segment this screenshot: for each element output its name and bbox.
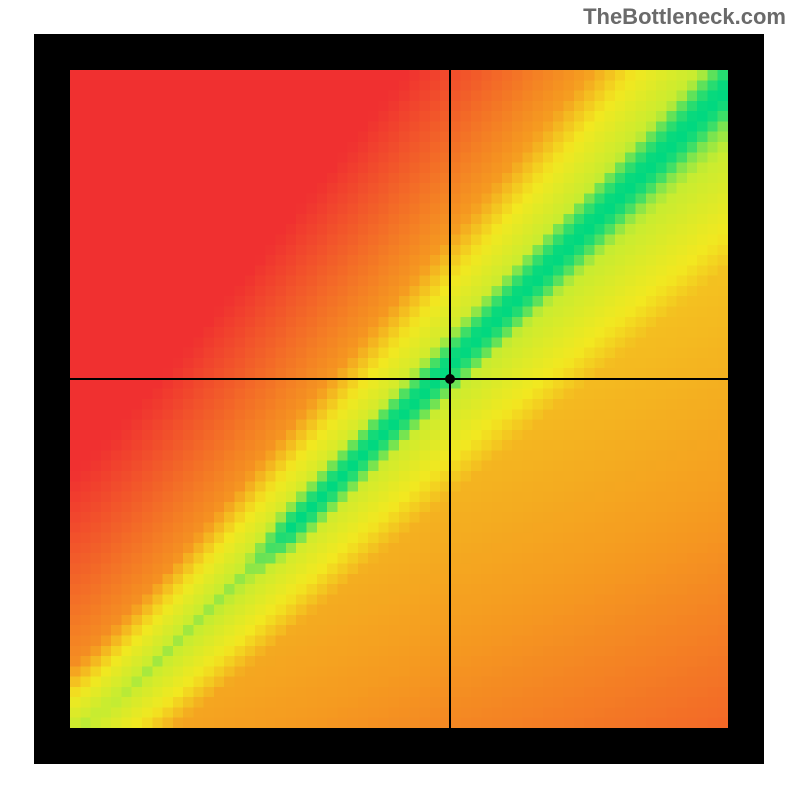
crosshair-horizontal (70, 378, 728, 380)
crosshair-vertical (449, 70, 451, 728)
watermark-text: TheBottleneck.com (583, 4, 786, 30)
chart-container: TheBottleneck.com (0, 0, 800, 800)
bottleneck-heatmap (70, 70, 728, 728)
